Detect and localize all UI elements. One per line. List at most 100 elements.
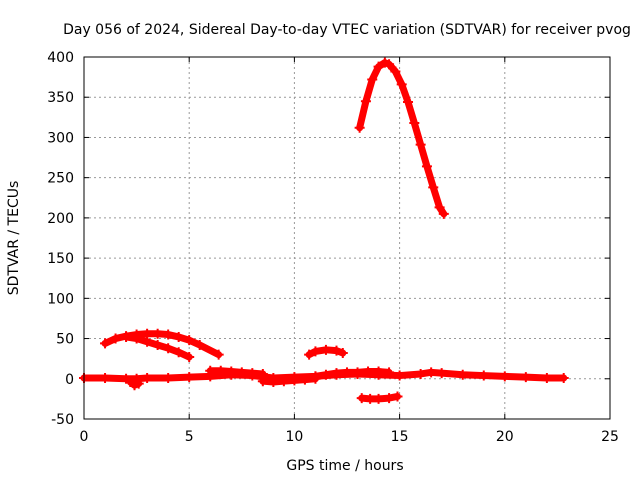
data-point	[373, 61, 384, 72]
data-point	[541, 372, 552, 383]
grid	[84, 57, 610, 419]
data-point	[337, 348, 348, 359]
data-point	[320, 369, 331, 380]
chart-title: Day 056 of 2024, Sidereal Day-to-day VTE…	[63, 22, 631, 38]
data-point	[304, 349, 315, 360]
data-point	[499, 371, 510, 382]
data-point	[205, 365, 216, 376]
data-point	[365, 393, 376, 404]
data-point	[384, 367, 395, 378]
data-point	[152, 328, 163, 339]
data-point	[415, 368, 426, 379]
series-arc-2	[121, 331, 195, 363]
data-point	[184, 352, 195, 363]
data-point	[331, 368, 342, 379]
x-tick-label: 0	[80, 429, 89, 445]
data-point	[268, 376, 279, 387]
data-point	[320, 344, 331, 355]
data-point	[438, 208, 449, 219]
data-point	[247, 368, 258, 379]
data-point	[436, 368, 447, 379]
data-point	[100, 338, 111, 349]
data-point	[421, 161, 432, 172]
data-point	[133, 378, 144, 389]
data-point	[289, 375, 300, 386]
data-point	[213, 349, 224, 360]
series-dip-1	[125, 376, 144, 391]
data-point	[163, 329, 174, 340]
data-point	[373, 393, 384, 404]
data-point	[310, 346, 321, 357]
y-tick-label: 0	[65, 372, 74, 388]
data-point	[342, 367, 352, 378]
data-point	[520, 372, 531, 383]
data-point	[257, 376, 268, 387]
data-point	[310, 371, 321, 382]
data-point	[110, 333, 121, 344]
data-point	[184, 335, 195, 346]
data-point	[142, 372, 153, 383]
data-point	[173, 347, 184, 358]
series-hump	[304, 344, 348, 360]
y-tick-label: 250	[47, 171, 74, 187]
series-segment-6	[205, 365, 268, 379]
data-point	[426, 367, 437, 378]
data-point	[428, 182, 439, 193]
data-point	[152, 339, 163, 350]
data-point	[457, 369, 468, 380]
y-tick-label: 300	[47, 130, 74, 146]
data-point	[373, 366, 384, 377]
y-tick-label: 150	[47, 251, 74, 267]
y-tick-label: 100	[47, 291, 74, 307]
data-point	[194, 339, 205, 350]
data-point	[236, 367, 247, 378]
plot-frame	[83, 56, 611, 420]
data-point	[392, 391, 403, 402]
data-point	[163, 343, 174, 354]
data-point	[360, 96, 371, 107]
data-point	[363, 366, 374, 377]
series-segment-10	[299, 366, 395, 384]
data-point	[434, 202, 445, 213]
data-point	[356, 393, 367, 404]
x-tick-label: 10	[285, 429, 303, 445]
x-tick-label: 5	[185, 429, 194, 445]
data-point	[396, 79, 407, 90]
data-point	[278, 376, 289, 387]
x-tick-label: 25	[601, 429, 619, 445]
data-point	[163, 372, 174, 383]
axis-ticks: 0 5 10 15 20 25 -50 0 50 100 150 200 250 300 350 400	[47, 50, 619, 445]
y-tick-label: 400	[47, 50, 74, 66]
data-point	[558, 372, 569, 383]
data-point	[131, 333, 142, 344]
x-axis-title: GPS time / hours	[286, 458, 403, 474]
data-point	[352, 367, 363, 378]
series-neg-segment	[356, 391, 403, 404]
data-point	[384, 59, 395, 70]
data-point	[394, 370, 405, 381]
data-point	[415, 139, 426, 150]
data-point	[331, 345, 342, 356]
y-tick-label: -50	[51, 412, 74, 428]
y-tick-label: 50	[56, 332, 74, 348]
data-point	[173, 331, 184, 342]
data-point	[142, 336, 153, 347]
data-point	[367, 74, 378, 85]
data-point	[390, 66, 401, 77]
data-point	[215, 365, 226, 376]
data-point	[226, 366, 237, 377]
y-tick-label: 200	[47, 211, 74, 227]
data-point	[299, 373, 310, 384]
data-point	[478, 370, 489, 381]
x-tick-label: 15	[391, 429, 409, 445]
data-point	[403, 97, 414, 108]
data-point	[100, 372, 111, 383]
data-marks	[79, 57, 569, 404]
x-tick-label: 20	[496, 429, 514, 445]
data-point	[354, 122, 365, 133]
data-point	[409, 117, 420, 128]
data-point	[384, 393, 395, 404]
series-big-arc	[354, 57, 449, 219]
y-tick-label: 350	[47, 90, 74, 106]
